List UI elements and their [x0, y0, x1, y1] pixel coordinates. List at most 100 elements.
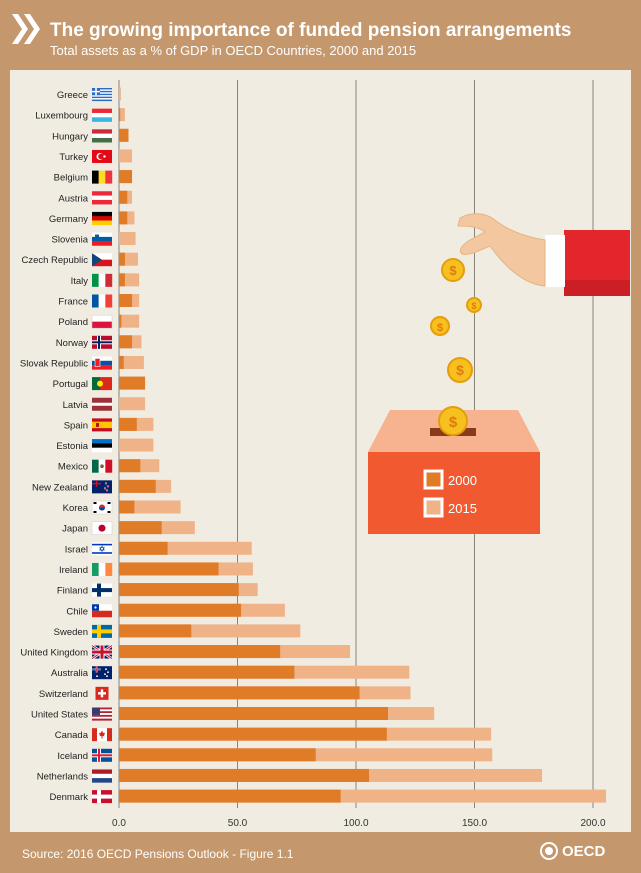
switzerland-flag-icon	[95, 686, 109, 700]
svg-text:2015: 2015	[448, 501, 477, 516]
chart-title: The growing importance of funded pension…	[50, 20, 572, 41]
united-kingdom-flag-icon	[91, 644, 113, 660]
flags	[91, 88, 113, 804]
bar-2015	[119, 438, 154, 452]
category-label: Hungary	[52, 131, 88, 142]
svg-text:$: $	[449, 263, 457, 278]
chile-flag-icon	[92, 604, 112, 618]
canada-flag-icon	[92, 728, 112, 742]
luxembourg-flag-icon	[92, 108, 112, 122]
svg-text:2000: 2000	[448, 473, 477, 488]
category-label: New Zealand	[32, 482, 88, 493]
svg-text:$: $	[437, 322, 443, 334]
hand-icon	[457, 213, 630, 296]
bar-2000	[119, 355, 124, 369]
bar-2000	[119, 541, 168, 555]
bar-2000	[119, 335, 133, 349]
coin-icon: $	[441, 258, 465, 282]
category-label: Switzerland	[39, 689, 88, 700]
mexico-flag-icon	[92, 459, 113, 473]
category-label: France	[58, 297, 88, 308]
category-label: Slovenia	[52, 235, 89, 246]
bar-2000	[119, 376, 146, 390]
belgium-flag-icon	[92, 170, 113, 184]
greece-flag-icon	[92, 88, 112, 102]
x-tick-label: 0.0	[112, 818, 126, 829]
bar-2000	[119, 108, 121, 122]
new-zealand-flag-icon	[92, 480, 112, 494]
source-note: Source: 2016 OECD Pensions Outlook - Fig…	[22, 847, 294, 861]
category-label: Latvia	[63, 400, 89, 411]
category-label: Sweden	[54, 627, 88, 638]
category-label: Finland	[57, 586, 88, 597]
bar-2015	[119, 355, 144, 369]
finland-flag-icon	[92, 583, 112, 597]
category-label: Japan	[62, 524, 88, 535]
category-label: Spain	[64, 420, 88, 431]
france-flag-icon	[92, 294, 113, 308]
category-label: Slovak Republic	[20, 358, 88, 369]
bar-2000	[119, 459, 141, 473]
oecd-logo: OECD	[540, 842, 605, 860]
svg-text:$: $	[456, 362, 464, 378]
category-label: Turkey	[59, 152, 88, 163]
category-label: Israel	[65, 544, 88, 555]
czech-republic-flag-icon	[92, 253, 112, 267]
bar-2000	[119, 479, 156, 493]
coin-icon: $	[447, 357, 473, 383]
svg-text:$: $	[471, 301, 476, 311]
bar-2015	[119, 397, 146, 411]
legend-item-2000: 2000	[423, 469, 477, 490]
italy-flag-icon	[92, 273, 113, 287]
bar-2000	[119, 190, 128, 204]
ballot-box-icon: $	[368, 406, 540, 534]
coin-icon: $	[430, 316, 450, 336]
x-tick-label: 200.0	[580, 818, 605, 829]
slovenia-flag-icon	[92, 232, 112, 246]
poland-flag-icon	[91, 314, 113, 329]
bar-2000	[119, 294, 133, 307]
slovak-republic-flag-icon	[92, 356, 112, 370]
bar-2000	[119, 500, 135, 514]
category-labels: Greece Luxembourg Hungary Turkey Belgium Aust…	[20, 90, 89, 803]
norway-flag-icon	[92, 335, 112, 349]
chevron-logo-icon	[12, 14, 40, 44]
category-label: Belgium	[54, 173, 88, 184]
category-label: Estonia	[56, 441, 88, 452]
bar-2015	[119, 314, 140, 328]
legend: 2000 2015	[423, 469, 477, 518]
bar-2000	[119, 562, 219, 576]
hungary-flag-icon	[92, 129, 112, 143]
category-label: Italy	[71, 276, 89, 287]
category-label: Canada	[55, 730, 89, 741]
denmark-flag-icon	[92, 790, 112, 804]
category-label: United Kingdom	[20, 648, 88, 659]
coin-icon: $	[466, 297, 482, 313]
category-label: Korea	[63, 503, 89, 514]
chart-subtitle: Total assets as a % of GDP in OECD Count…	[50, 43, 417, 58]
bar-2015	[119, 108, 125, 122]
spain-flag-icon	[92, 418, 112, 432]
category-label: Portugal	[53, 379, 88, 390]
category-label: United States	[31, 710, 88, 721]
estonia-flag-icon	[92, 439, 112, 453]
category-label: Mexico	[58, 462, 88, 473]
latvia-flag-icon	[92, 397, 112, 411]
category-label: Iceland	[57, 751, 88, 762]
bar-2000	[119, 417, 137, 431]
australia-flag-icon	[92, 666, 112, 680]
bar-2000	[119, 521, 162, 535]
illustration: $ $ $ $ $	[368, 213, 630, 534]
korea-flag-icon	[91, 500, 113, 515]
category-label: Luxembourg	[35, 111, 88, 122]
germany-flag-icon	[92, 211, 112, 226]
category-label: Norway	[56, 338, 88, 349]
united-states-flag-icon	[92, 707, 112, 721]
bar-2015	[119, 149, 133, 163]
bar-2000	[119, 603, 242, 617]
sweden-flag-icon	[92, 624, 112, 638]
bar-2000	[119, 583, 239, 597]
category-label: Chile	[66, 606, 88, 617]
